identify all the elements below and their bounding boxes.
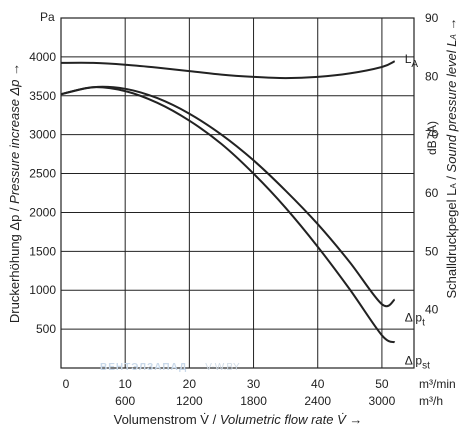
x-tick-label-top: 30 [247,377,261,391]
series-label-l-a: LA [405,52,419,70]
series-label-sub: A [411,59,418,70]
y2-axis-title-sep: / [444,172,459,183]
x-tick-label-bottom: 2400 [304,394,331,408]
y2-tick-label: 50 [425,244,439,258]
series-label-main: Δ p [405,353,423,367]
series-label-sub: t [422,318,425,329]
x-axis-title: Volumenstrom V̇ / Volumetric flow rate V… [114,412,363,427]
watermark-brand-b: ЗАПАД [147,362,187,373]
y-tick-label: 1000 [29,283,56,297]
curves [60,60,396,344]
watermark: ВЕНТЭЛЗАПАД V-W.BY [100,362,240,373]
y2-tick-label: 70 [425,128,439,142]
y-tick-label: 3500 [29,89,56,103]
y-tick-labels: 500 1000 1500 2000 2500 3000 3500 4000 [29,50,56,336]
y2-axis-title-sub: A [449,183,458,189]
y2-axis-title-arrow: → [444,18,459,35]
y-tick-label: 1500 [29,244,56,258]
watermark-site: V-W.BY [205,362,240,373]
curve-p-st [60,86,396,344]
grid-lines [61,18,414,368]
x-tick-label-top: 50 [375,377,389,391]
x-axis-title-italic: Volumetric flow rate V̇ → [220,412,363,427]
x-tick-label-bottom: 600 [115,394,135,408]
curve-labels: LAΔ ptΔ pst [405,52,430,371]
x-tick-label-top: 20 [183,377,197,391]
y-axis-title: Druckerhöhung Δp / Pressure increase Δp … [7,63,22,323]
x-tick-labels: 0 10 20 30 40 50 600 1200 1800 2400 3000 [63,377,396,408]
x-tick-label-bottom: 3000 [369,394,396,408]
y-unit-label: Pa [40,10,55,24]
x-tick-label-bottom: 1200 [176,394,203,408]
y2-tick-label: 60 [425,186,439,200]
x-axis-title-main: Volumenstrom V̇ / [114,412,220,427]
x-tick-label-bottom: 1800 [240,394,267,408]
y2-axis-title-italic: Sound pressure level L [444,39,459,172]
y-tick-label: 4000 [29,50,56,64]
series-label-p-t: Δ pt [405,311,425,329]
y2-axis-title-italic-sub: A [449,34,458,40]
curve-l-a [60,60,396,80]
y-tick-label: 500 [36,322,56,336]
y-tick-label: 2000 [29,205,56,219]
y-axis-title-main: Druckerhöhung Δp / [7,204,22,323]
y2-unit-label: dB (A) [425,121,439,155]
series-label-p-st: Δ pst [405,353,430,371]
plot-frame [60,17,415,369]
y-tick-label: 2500 [29,167,56,181]
y2-axis-title: Schalldruckpegel LA / Sound pressure lev… [444,18,459,299]
y2-tick-labels: 40 50 60 70 80 90 [425,11,439,317]
series-label-main: L [405,52,412,66]
x-tick-label-top: 0 [63,377,70,391]
series-label-sub: st [422,360,430,371]
y2-tick-label: 40 [425,303,439,317]
watermark-brand-a: ВЕНТЭЛ [100,362,147,373]
y2-axis-title-main: Schalldruckpegel L [444,189,459,299]
y-axis-title-italic: Pressure increase Δp → [7,63,22,204]
y-tick-label: 3000 [29,128,56,142]
x-unit-bottom-label: m³/h [419,394,443,408]
x-tick-label-top: 10 [119,377,133,391]
y2-tick-label: 90 [425,11,439,25]
x-unit-top-label: m³/min [419,377,456,391]
y2-tick-label: 80 [425,69,439,83]
series-label-main: Δ p [405,311,423,325]
curve-p-t [60,85,396,308]
x-tick-label-top: 40 [311,377,325,391]
